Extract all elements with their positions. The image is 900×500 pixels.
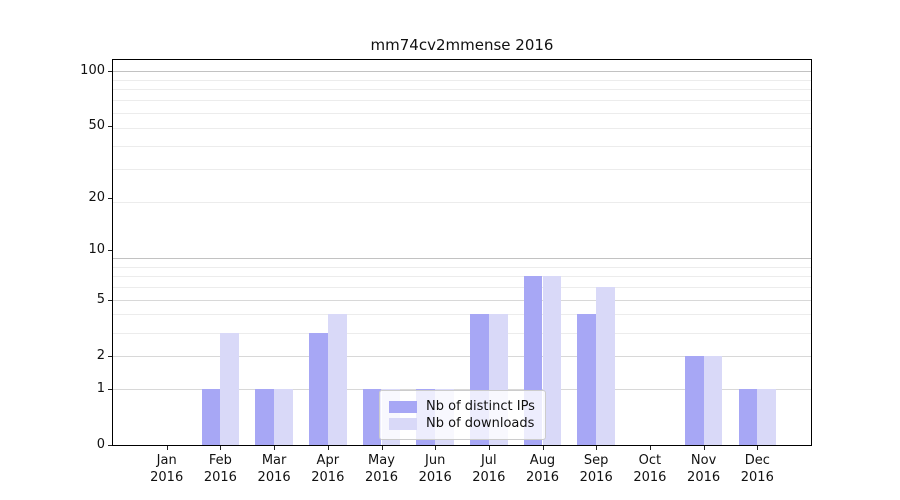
y-axis-tick: [108, 70, 112, 72]
x-axis-tick: [757, 446, 759, 450]
x-axis-tick: [381, 446, 383, 450]
gridline-minor: [113, 89, 811, 91]
bar-nb-of-downloads-nov: [703, 355, 723, 445]
y-axis-tick: [108, 388, 112, 390]
gridline-minor: [113, 266, 811, 268]
bar-nb-of-distinct-ips-feb: [201, 388, 221, 445]
y-axis-tick-label: 20: [88, 190, 105, 205]
plot-area: [112, 59, 812, 446]
bar-nb-of-distinct-ips-may: [362, 388, 382, 445]
gridline-minor: [113, 79, 811, 81]
bar-nb-of-downloads-mar: [274, 388, 293, 445]
x-axis-tick-label: Jan 2016: [150, 453, 184, 485]
bar-nb-of-distinct-ips-nov: [684, 355, 704, 445]
legend-swatch-distinct-ips: [389, 400, 417, 413]
y-axis-tick-label: 0: [96, 437, 105, 452]
gridline-major: [113, 71, 811, 73]
bar-nb-of-distinct-ips-dec: [738, 388, 758, 445]
x-axis-tick-label: Sep 2016: [579, 453, 613, 485]
gridline-minor: [113, 169, 811, 170]
x-axis-tick-label: Jul 2016: [472, 453, 506, 485]
y-axis-tick: [108, 126, 112, 127]
x-axis-tick-label: Nov 2016: [687, 453, 721, 485]
x-axis-tick: [435, 446, 437, 450]
bar-nb-of-distinct-ips-mar: [255, 388, 275, 445]
legend-label: Nb of distinct IPs: [426, 399, 535, 414]
y-axis-tick-label: 5: [96, 291, 105, 307]
x-axis-tick: [327, 446, 329, 450]
x-axis-tick: [166, 446, 168, 450]
x-axis-tick-label: Oct 2016: [633, 453, 667, 485]
bar-nb-of-downloads-sep: [596, 287, 615, 445]
bar-nb-of-downloads-aug: [542, 276, 562, 445]
y-axis-tick: [108, 299, 112, 301]
x-axis-tick-label: Jun 2016: [418, 453, 452, 485]
y-axis-tick: [108, 198, 112, 199]
gridline-minor: [113, 145, 811, 147]
x-axis-tick-label: Feb 2016: [203, 453, 237, 485]
y-axis-tick: [108, 250, 112, 252]
x-axis-tick-label: Mar 2016: [257, 453, 291, 485]
legend-swatch-downloads: [389, 417, 417, 430]
gridline-minor: [113, 332, 811, 334]
x-axis-tick: [703, 446, 705, 450]
x-axis-tick: [649, 446, 651, 450]
gridline-major: [113, 258, 811, 260]
gridline-minor: [113, 112, 811, 114]
gridline-minor: [113, 299, 811, 301]
x-axis-tick-label: May 2016: [364, 453, 399, 485]
legend-label: Nb of downloads: [426, 416, 535, 431]
gridline-minor: [113, 355, 811, 357]
y-axis-tick-label: 1: [96, 380, 105, 396]
y-axis-tick-label: 50: [88, 118, 105, 133]
gridline-minor: [113, 276, 811, 278]
x-axis-tick: [542, 446, 544, 450]
gridline-minor: [113, 201, 811, 203]
x-axis-tick: [274, 446, 276, 450]
y-axis-tick: [108, 445, 112, 446]
chart-title: mm74cv2mmense 2016: [370, 36, 554, 54]
x-axis-tick: [488, 446, 490, 450]
bar-nb-of-distinct-ips-sep: [577, 314, 597, 445]
legend-item: Nb of downloads: [389, 416, 535, 431]
legend-item: Nb of distinct IPs: [389, 399, 535, 414]
bar-nb-of-downloads-apr: [327, 314, 347, 445]
y-axis-tick-label: 100: [80, 62, 105, 78]
legend: Nb of distinct IPs Nb of downloads: [379, 390, 546, 440]
gridline-minor: [113, 100, 811, 102]
bar-nb-of-downloads-feb: [220, 332, 240, 445]
x-axis-tick-label: Aug 2016: [525, 453, 560, 485]
bar-nb-of-downloads-dec: [757, 388, 777, 445]
bar-nb-of-distinct-ips-apr: [309, 332, 328, 445]
y-axis-tick-label: 10: [88, 242, 105, 258]
y-axis-tick-label: 2: [96, 347, 105, 363]
gridline-minor: [113, 388, 811, 390]
x-axis-tick-label: Apr 2016: [311, 453, 345, 485]
x-axis-tick: [220, 446, 222, 450]
x-axis-tick-label: Dec 2016: [740, 453, 774, 485]
gridline-minor: [113, 287, 811, 289]
gridline-minor: [113, 127, 811, 129]
y-axis-tick: [108, 355, 112, 357]
x-axis-tick: [596, 446, 598, 450]
gridline-minor: [113, 314, 811, 316]
